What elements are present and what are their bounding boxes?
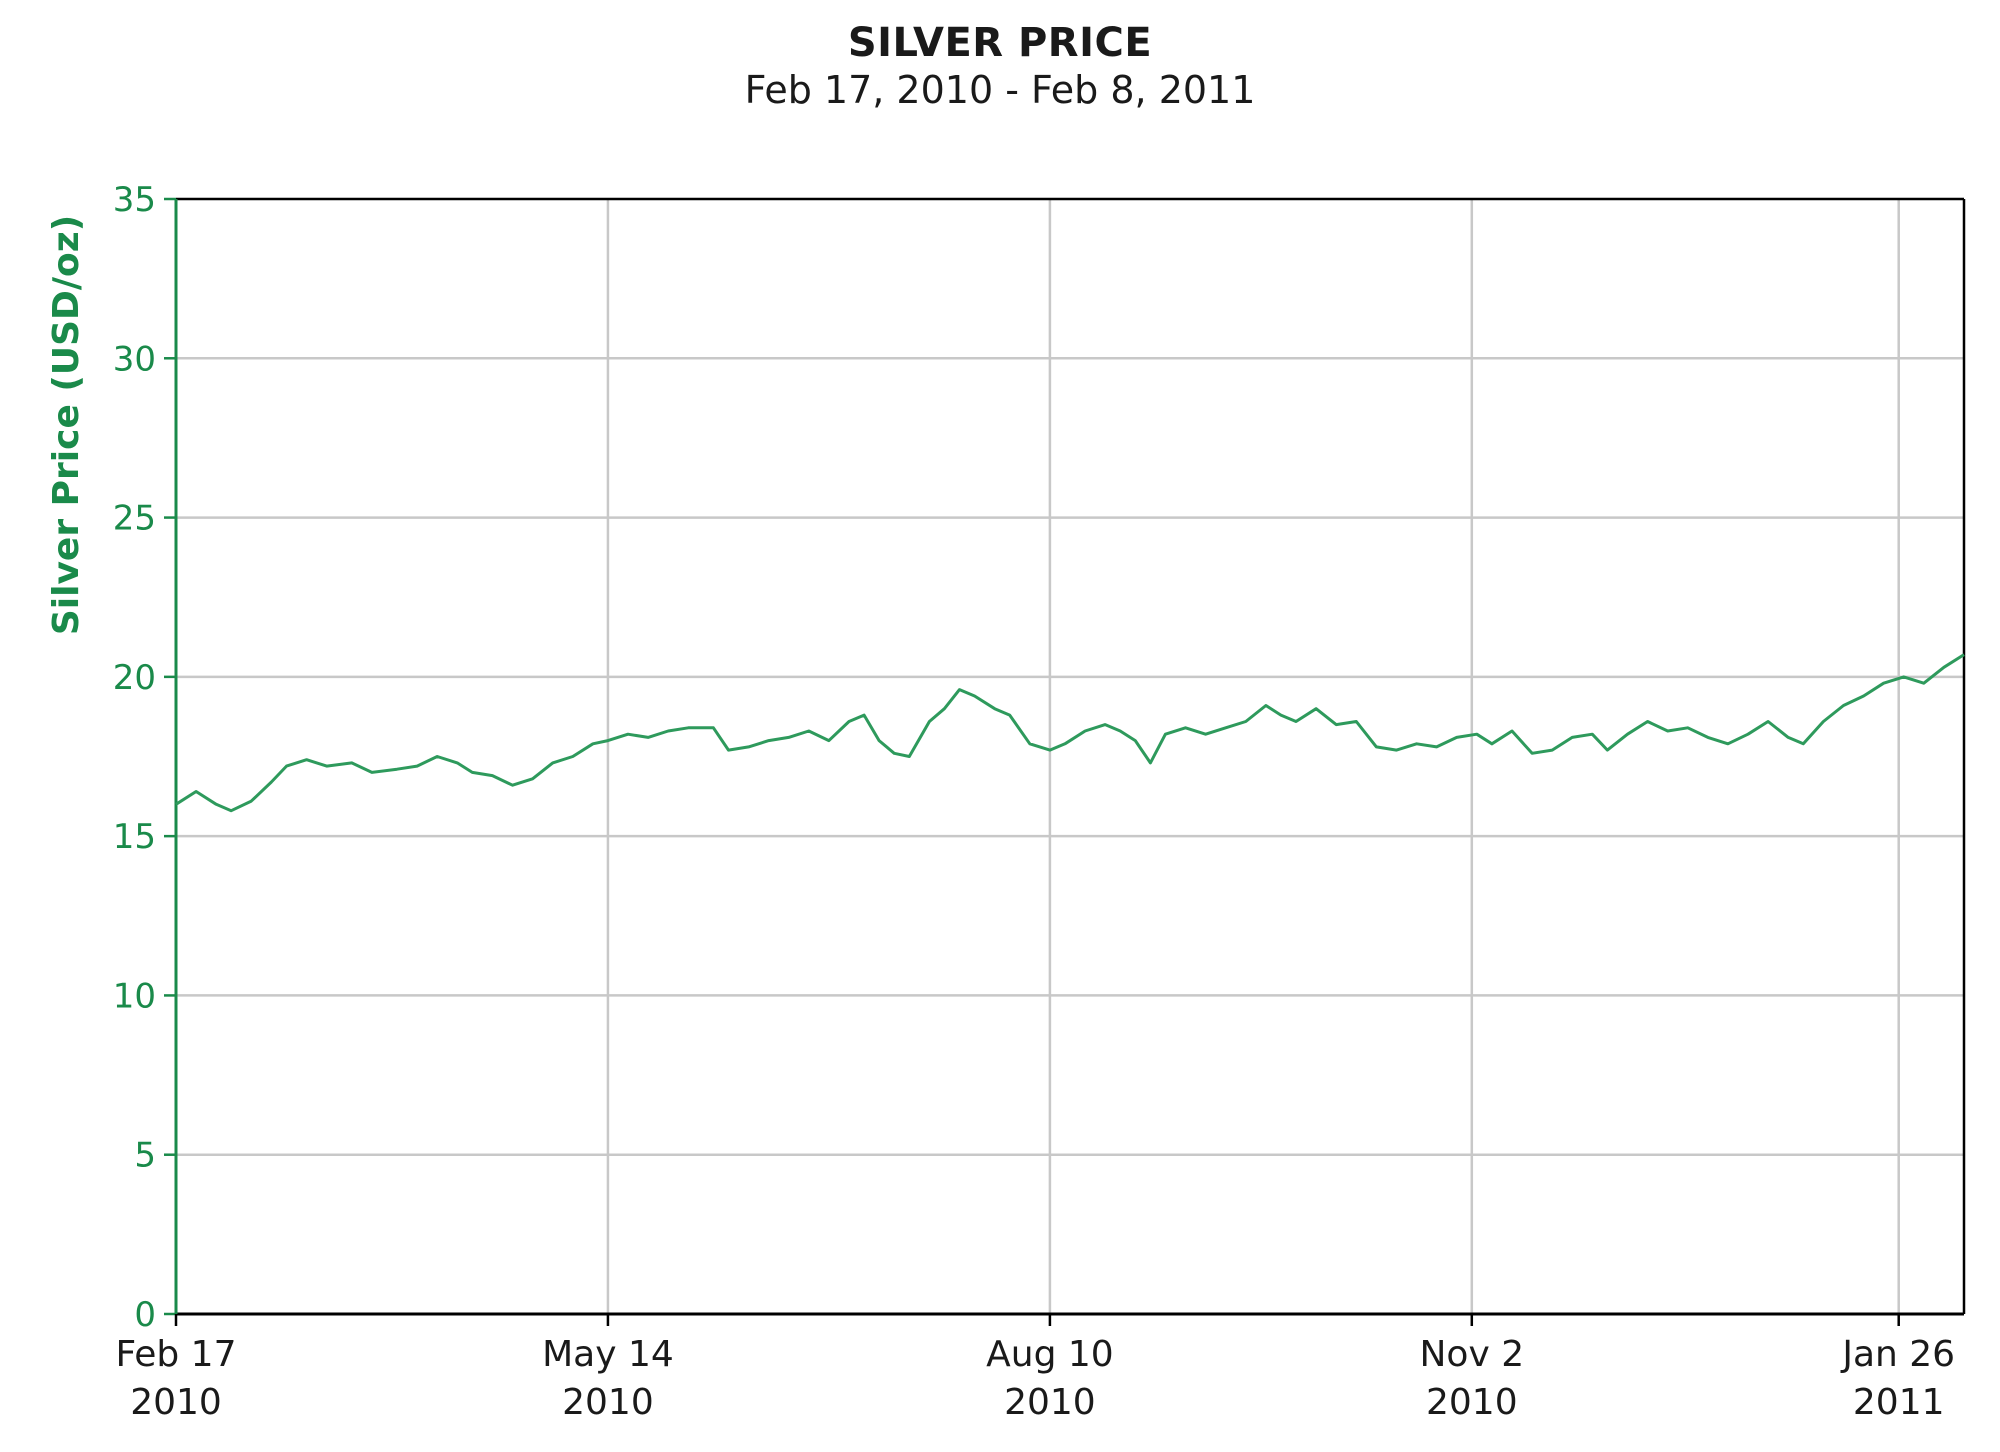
y-tick-label: 35	[113, 180, 156, 220]
x-tick-year-label: 2010	[130, 1382, 222, 1423]
x-tick-label: Feb 17	[116, 1334, 237, 1375]
y-tick-label: 20	[113, 658, 156, 698]
y-tick-label: 15	[113, 817, 156, 857]
y-tick-label: 0	[134, 1295, 156, 1335]
x-tick-year-label: 2010	[562, 1382, 654, 1423]
chart-subtitle: Feb 17, 2010 - Feb 8, 2011	[744, 68, 1256, 112]
y-tick-label: 30	[113, 339, 156, 379]
chart-title: SILVER PRICE	[847, 20, 1153, 66]
series-layer	[175, 653, 1965, 813]
y-tick-label: 25	[113, 499, 156, 539]
y-tick-label: 5	[134, 1136, 156, 1176]
x-tick-year-label: 2010	[1426, 1382, 1518, 1423]
x-tick-year-label: 2010	[1004, 1382, 1096, 1423]
x-tick-year-label: 2011	[1853, 1382, 1945, 1423]
x-tick-label: May 14	[542, 1334, 674, 1375]
x-tick-label: Jan 26	[1840, 1334, 1955, 1375]
tick-labels: 0 5 10 15 20 25 30 35 Feb 17 2010 May 14 2010 Aug 10…	[113, 180, 1955, 1423]
grid-lines	[176, 199, 1964, 1314]
price-series-line	[175, 653, 1965, 813]
x-tick-label: Aug 10	[986, 1334, 1114, 1375]
y-tick-label: 10	[113, 976, 156, 1016]
axes	[164, 197, 1966, 1326]
x-tick-label: Nov 2	[1419, 1334, 1524, 1375]
y-axis-label: Silver Price (USD/oz)	[46, 215, 87, 635]
